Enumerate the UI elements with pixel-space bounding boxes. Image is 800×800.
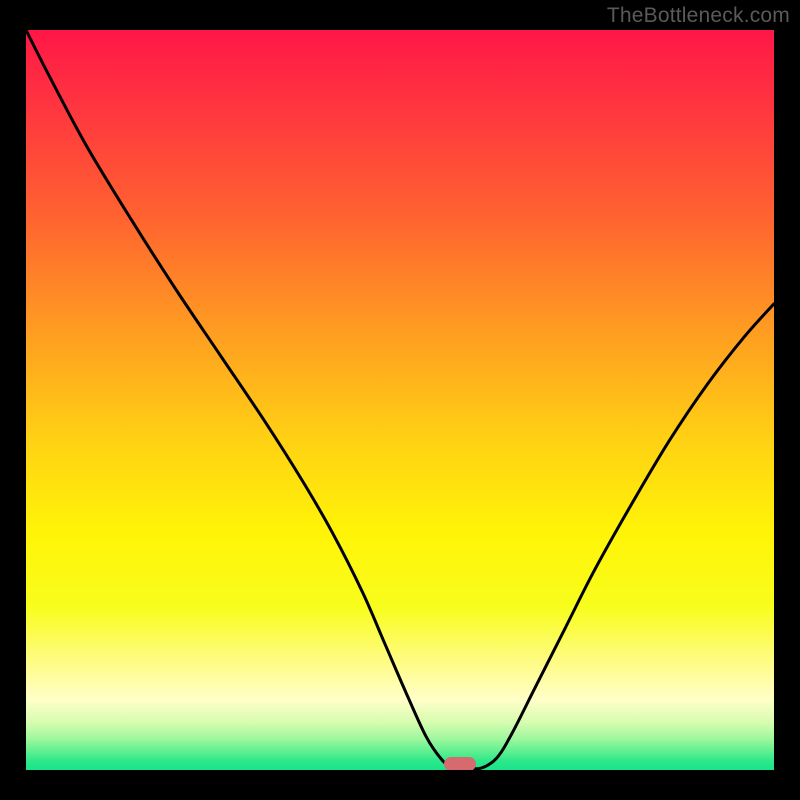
chart-frame: TheBottleneck.com [0,0,800,800]
bottleneck-curve [26,30,774,770]
optimum-marker [444,757,475,770]
curve-path [26,30,774,769]
plot-area [26,30,774,770]
watermark-text: TheBottleneck.com [607,4,790,28]
